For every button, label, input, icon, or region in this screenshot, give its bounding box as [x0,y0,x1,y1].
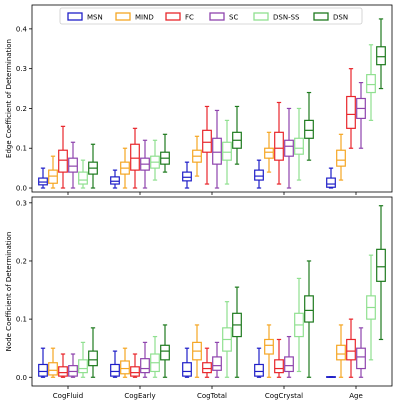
box-fc [58,366,68,377]
xtick-label: CogFluid [53,392,83,400]
box-msn [254,169,264,181]
ytick-label: 0.3 [16,65,27,73]
box-dsn-ss [78,359,88,374]
box-msn [38,363,48,377]
box-dsn [88,350,98,367]
box-sc [68,157,78,173]
box-mind [120,360,130,375]
legend-swatch-mind [115,12,131,21]
ytick-label: 0.0 [16,185,27,193]
box-mind [264,338,274,355]
legend-label: DSN-SS [273,14,300,22]
box-sc [284,139,294,157]
box-dsn-ss [294,137,304,155]
xtick-label: CogCrystal [265,392,303,400]
legend-label: MSN [87,14,103,22]
xtick-label: CogTotal [197,392,227,400]
box-dsn-ss [222,141,232,161]
box-fc [130,366,140,377]
box-mind [336,149,346,167]
ytick-label: 0.4 [16,25,28,33]
ytick-label: 0.2 [16,105,27,113]
legend-label: SC [229,14,238,22]
ytick-label: 0.3 [16,199,27,207]
box-dsn [376,248,386,282]
box-dsn [376,46,386,66]
y-axis-label: Node Coefficient of Determination [5,232,13,352]
box-mind [48,362,58,376]
ytick-label: 0.2 [16,257,27,265]
box-mind [336,344,346,361]
box-msn [326,177,336,188]
box-msn [182,171,192,182]
box-dsn [304,295,314,323]
legend-swatch-dsn-ss [253,12,269,21]
y-axis-label: Edge Coefficient of Determination [5,39,13,158]
box-msn [110,363,120,377]
box-msn [182,362,192,377]
box-fc [130,143,140,171]
legend-label: MIND [135,14,154,22]
axes-frame-1 [31,4,393,193]
box-fc [346,95,356,129]
box-fc [202,129,212,153]
legend-box [59,7,363,25]
box-fc [58,149,68,173]
box-dsn-ss [366,74,376,94]
box-sc [284,356,294,373]
ytick-label: 0.0 [16,374,27,382]
box-mind [264,147,274,159]
axes-frame-2 [31,196,393,387]
box-fc [274,131,284,161]
xtick-label: Age [349,392,363,400]
box-msn [254,363,264,377]
legend-swatch-msn [67,12,83,21]
legend-swatch-fc [165,12,181,21]
legend-label: DSN [333,14,348,22]
box-fc [202,362,212,374]
box-fc [346,338,356,361]
ytick-label: 0.1 [16,145,27,153]
ytick-label: 0.1 [16,316,27,324]
box-msn [110,176,120,185]
box-sc [140,358,150,374]
box-sc [212,356,222,371]
box-dsn [304,119,314,139]
box-sc [212,137,222,165]
box-dsn-ss [78,171,88,185]
box-fc [274,359,284,374]
box-sc [356,347,366,370]
box-dsn [160,344,170,361]
legend-swatch-dsn [313,12,329,21]
legend-swatch-sc [209,12,225,21]
legend-label: FC [185,14,194,22]
xtick-label: CogEarly [124,392,155,400]
